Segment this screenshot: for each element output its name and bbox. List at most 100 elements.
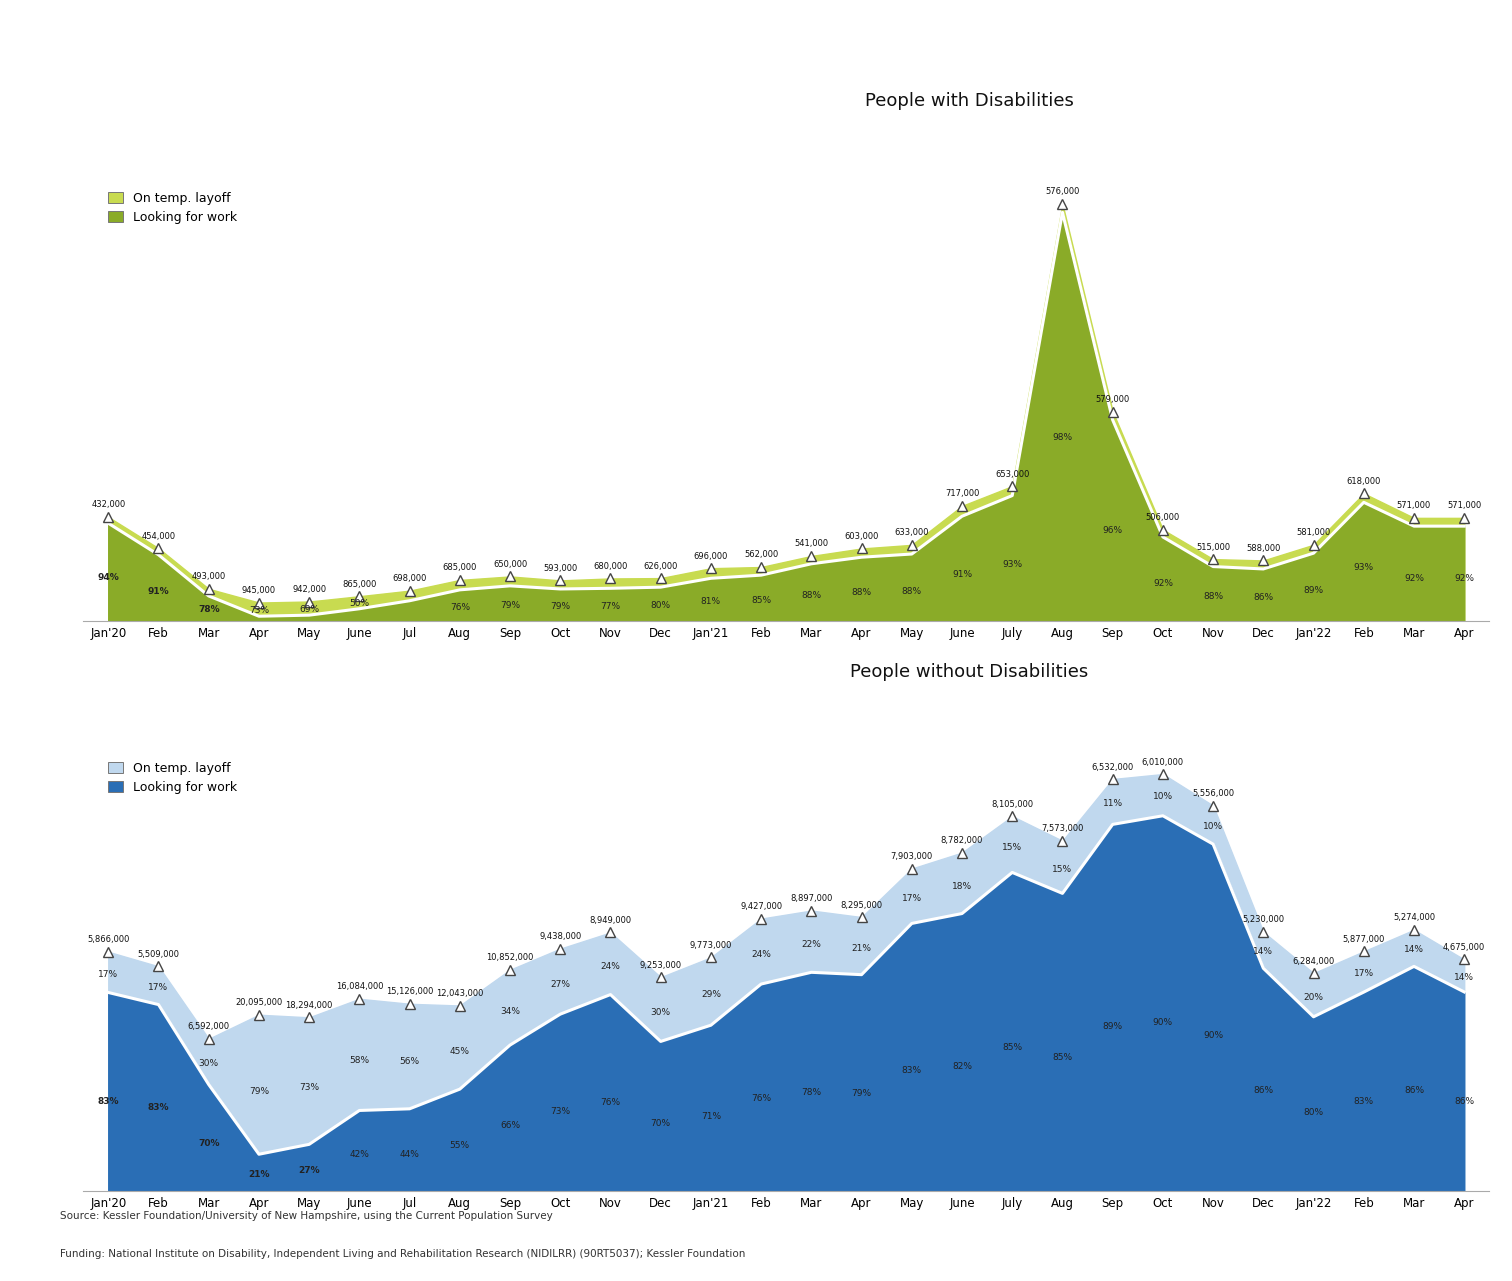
Text: 593,000: 593,000 [543,564,578,573]
Text: 17%: 17% [148,983,168,991]
Text: 5,274,000: 5,274,000 [1393,913,1435,922]
Text: 89%: 89% [1303,587,1323,596]
Legend: On temp. layoff, Looking for work: On temp. layoff, Looking for work [103,757,242,799]
Text: 17%: 17% [901,894,922,903]
Text: 73%: 73% [550,1107,570,1116]
Text: 618,000: 618,000 [1347,477,1380,485]
Text: 27%: 27% [298,1166,321,1175]
Text: 78%: 78% [801,1089,821,1098]
Text: 515,000: 515,000 [1196,543,1231,552]
Text: 5,877,000: 5,877,000 [1343,935,1385,944]
Text: 76%: 76% [600,1098,620,1107]
Text: 685,000: 685,000 [443,564,476,573]
Text: 44%: 44% [399,1149,419,1159]
Text: 76%: 76% [751,1094,771,1103]
Text: nTIDE 🧍: nTIDE 🧍 [1436,20,1489,33]
Text: 15%: 15% [1052,865,1072,874]
Text: 650,000: 650,000 [493,560,528,569]
Text: 7,573,000: 7,573,000 [1042,824,1084,833]
Text: 653,000: 653,000 [995,470,1030,479]
Text: 15%: 15% [1002,843,1022,852]
Text: 717,000: 717,000 [945,489,980,498]
Text: 82%: 82% [953,1062,972,1071]
Text: Source: Kessler Foundation/University of New Hampshire, using the Current Popula: Source: Kessler Foundation/University of… [60,1212,553,1222]
Text: 571,000: 571,000 [1397,501,1432,510]
Text: 506,000: 506,000 [1146,514,1179,523]
Text: 73%: 73% [249,606,269,615]
Text: 76%: 76% [449,602,470,611]
Text: 83%: 83% [1353,1098,1374,1107]
Text: 10%: 10% [1204,822,1223,831]
Text: 58%: 58% [349,1056,369,1065]
Text: 24%: 24% [751,951,771,959]
Text: 7,903,000: 7,903,000 [891,852,933,861]
Text: 8,105,000: 8,105,000 [992,799,1033,808]
Text: 69%: 69% [299,605,319,614]
Text: 34%: 34% [500,1007,520,1016]
Text: 79%: 79% [500,601,520,610]
Text: 5,866,000: 5,866,000 [88,935,130,944]
Text: 6,532,000: 6,532,000 [1092,762,1134,771]
Text: Funding: National Institute on Disability, Independent Living and Rehabilitation: Funding: National Institute on Disabilit… [60,1249,745,1259]
Text: 70%: 70% [650,1120,671,1129]
Text: 9,253,000: 9,253,000 [640,961,682,970]
Text: 21%: 21% [851,944,871,953]
Text: 78%: 78% [198,606,219,615]
Text: 633,000: 633,000 [895,528,928,537]
Text: 73%: 73% [299,1082,319,1091]
Text: 93%: 93% [1353,564,1374,573]
Text: April 2022 Unemployment Trends: April 2022 Unemployment Trends [18,28,249,42]
Text: 81%: 81% [702,597,721,606]
Text: 85%: 85% [1002,1043,1022,1052]
Text: 79%: 79% [550,602,570,611]
Text: 9,773,000: 9,773,000 [689,940,732,949]
Text: 94%: 94% [97,573,119,582]
Text: 55%: 55% [449,1141,470,1150]
Text: 30%: 30% [198,1059,219,1068]
Text: 18,294,000: 18,294,000 [286,1000,333,1009]
Text: 91%: 91% [148,587,169,596]
Text: 21%: 21% [248,1170,269,1179]
Text: 9,427,000: 9,427,000 [739,902,782,911]
Text: 24%: 24% [600,962,620,971]
Text: 30%: 30% [650,1008,671,1017]
Text: 79%: 79% [851,1089,871,1098]
Text: 92%: 92% [1152,579,1173,588]
Text: 581,000: 581,000 [1296,528,1331,537]
Text: 603,000: 603,000 [844,532,878,541]
Text: 16,084,000: 16,084,000 [336,983,383,991]
Text: 5,509,000: 5,509,000 [138,949,180,958]
Text: 79%: 79% [249,1088,269,1097]
Text: 89%: 89% [1102,1022,1123,1031]
Text: 14%: 14% [1455,972,1474,981]
Text: 8,897,000: 8,897,000 [791,894,833,903]
Text: 29%: 29% [702,990,721,999]
Text: 71%: 71% [702,1112,721,1121]
Text: 626,000: 626,000 [644,561,677,570]
Text: 92%: 92% [1405,574,1424,583]
Legend: On temp. layoff, Looking for work: On temp. layoff, Looking for work [103,187,242,229]
Text: 88%: 88% [1204,592,1223,601]
Text: 942,000: 942,000 [292,585,327,594]
Text: 27%: 27% [550,980,570,989]
Text: 42%: 42% [349,1150,369,1159]
Text: COVID Update:: COVID Update: [18,13,215,37]
Text: 91%: 91% [953,570,972,579]
Text: 10,852,000: 10,852,000 [487,953,534,962]
Text: 9,438,000: 9,438,000 [540,933,582,942]
Text: 12,043,000: 12,043,000 [435,989,484,998]
Text: 86%: 86% [1405,1085,1424,1094]
Text: 50%: 50% [349,598,369,607]
Text: 945,000: 945,000 [242,585,277,594]
Text: 571,000: 571,000 [1447,501,1482,510]
Text: 6,284,000: 6,284,000 [1293,957,1335,966]
Text: 8,949,000: 8,949,000 [590,916,632,925]
Text: 6,592,000: 6,592,000 [187,1022,230,1031]
Text: 432,000: 432,000 [91,501,125,510]
Text: 579,000: 579,000 [1096,395,1129,404]
Text: 18%: 18% [953,881,972,890]
Text: 541,000: 541,000 [794,539,829,548]
Text: 96%: 96% [1102,526,1123,535]
Text: 85%: 85% [751,596,771,605]
Text: 11%: 11% [1102,799,1123,808]
